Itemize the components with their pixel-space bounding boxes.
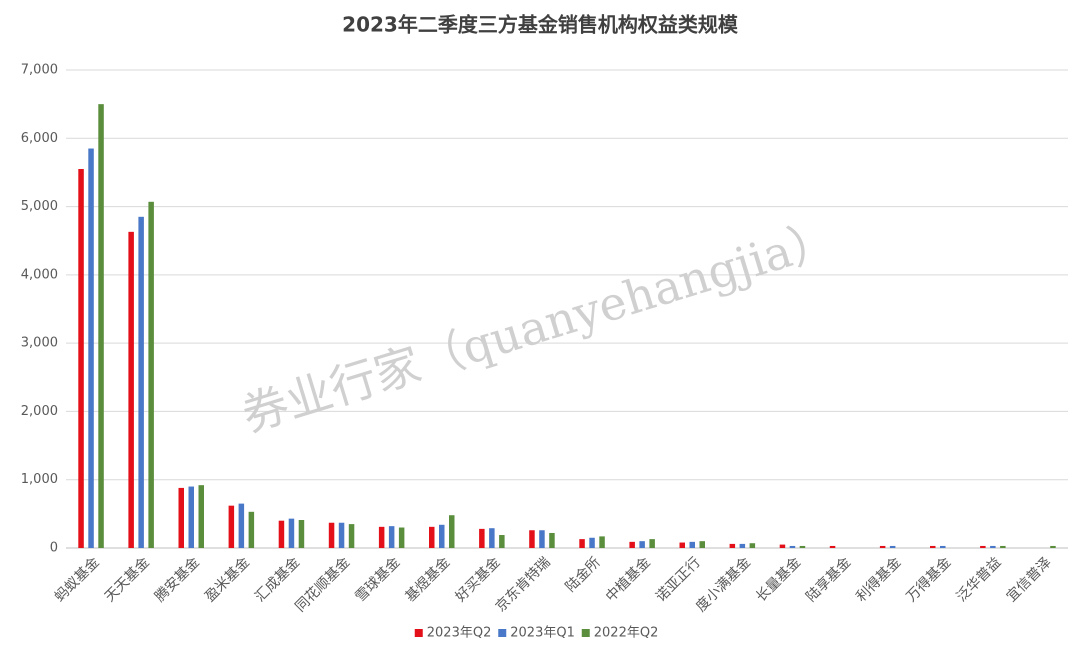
bar: [178, 487, 184, 548]
bar: [1050, 545, 1056, 548]
bar: [429, 526, 435, 548]
x-tick-label: 陆金所: [563, 554, 604, 595]
legend-label: 2022年Q2: [594, 626, 659, 641]
bar: [789, 545, 796, 548]
x-tick-label: 腾安基金: [151, 554, 203, 606]
bar: [779, 544, 786, 548]
x-tick-label: 长量基金: [752, 554, 804, 606]
bar: [328, 522, 335, 548]
bar: [649, 539, 655, 548]
bar: [529, 530, 535, 548]
bar: [679, 542, 685, 548]
bar: [398, 527, 405, 548]
x-tick-label: 宜信普泽: [1004, 554, 1055, 605]
bar: [338, 522, 345, 548]
bar: [238, 503, 245, 548]
bar: [278, 520, 285, 548]
bar: [990, 545, 996, 548]
legend-label: 2023年Q2: [427, 626, 492, 641]
bar: [539, 530, 545, 548]
bar: [348, 524, 355, 548]
x-tick-label: 雪球基金: [352, 554, 404, 606]
x-tick-label: 基煜基金: [402, 554, 454, 606]
bar: [378, 526, 385, 548]
bar: [980, 545, 986, 548]
x-tick-label: 蚂蚁基金: [51, 554, 103, 606]
y-tick-label: 0: [50, 541, 58, 556]
bar: [78, 169, 84, 548]
bar: [479, 528, 485, 548]
watermark: 券业行家（quanyehangjia）: [236, 210, 843, 442]
x-tick-label: 度小满基金: [692, 554, 754, 616]
bar: [88, 148, 94, 548]
bar: [449, 515, 455, 548]
bar: [739, 543, 746, 548]
x-tick-label: 泛华普益: [954, 554, 1005, 605]
x-tick-label: 同花顺基金: [292, 554, 354, 616]
bar: [188, 486, 194, 548]
bar: [930, 545, 936, 548]
bar: [489, 528, 495, 548]
x-tick-label: 天天基金: [101, 554, 153, 606]
bar: [749, 543, 756, 548]
bar: [228, 505, 235, 548]
bar: [549, 532, 555, 548]
bar: [689, 541, 695, 548]
chart-title: 2023年二季度三方基金销售机构权益类规模: [342, 13, 739, 37]
x-tick-label: 好买基金: [452, 554, 504, 606]
x-tick-label: 盈米基金: [201, 554, 253, 606]
x-tick-label: 诺亚正行: [653, 554, 704, 605]
bar: [589, 537, 595, 548]
bar: [198, 485, 204, 548]
bar: [298, 520, 305, 548]
bar: [729, 543, 736, 548]
bar: [128, 231, 134, 548]
x-tick-label: 陆享基金: [803, 554, 855, 606]
x-tick-label: 中植基金: [602, 554, 654, 606]
legend-swatch: [498, 629, 507, 637]
bar: [439, 524, 445, 548]
bar: [98, 104, 104, 549]
legend-swatch: [581, 629, 590, 637]
legend-swatch: [414, 629, 423, 637]
legend-label: 2023年Q1: [510, 626, 575, 641]
bar: [799, 545, 806, 548]
bar: [879, 545, 886, 548]
bar: [829, 545, 836, 548]
bar: [629, 541, 635, 548]
y-tick-label: 1,000: [21, 472, 58, 487]
y-tick-label: 6,000: [21, 131, 58, 146]
x-tick-label: 利得基金: [853, 554, 905, 606]
bar: [388, 526, 395, 548]
x-tick-label: 汇成基金: [251, 554, 303, 606]
y-tick-label: 2,000: [21, 404, 58, 419]
y-tick-label: 7,000: [21, 63, 58, 78]
bar: [288, 518, 295, 548]
bar: [940, 545, 946, 548]
x-tick-label: 京东肯特瑞: [493, 554, 554, 615]
bar: [148, 201, 154, 548]
bar: [889, 545, 896, 548]
bar: [699, 541, 705, 548]
x-tick-label: 万得基金: [903, 554, 955, 606]
bar: [248, 511, 255, 548]
y-tick-label: 5,000: [21, 199, 58, 214]
y-tick-label: 4,000: [21, 267, 58, 282]
bar: [579, 539, 585, 548]
y-tick-label: 3,000: [21, 336, 58, 351]
bar: [599, 536, 605, 548]
bar: [499, 535, 505, 548]
bar: [138, 216, 144, 549]
bar: [1000, 545, 1006, 548]
bar: [639, 541, 645, 548]
